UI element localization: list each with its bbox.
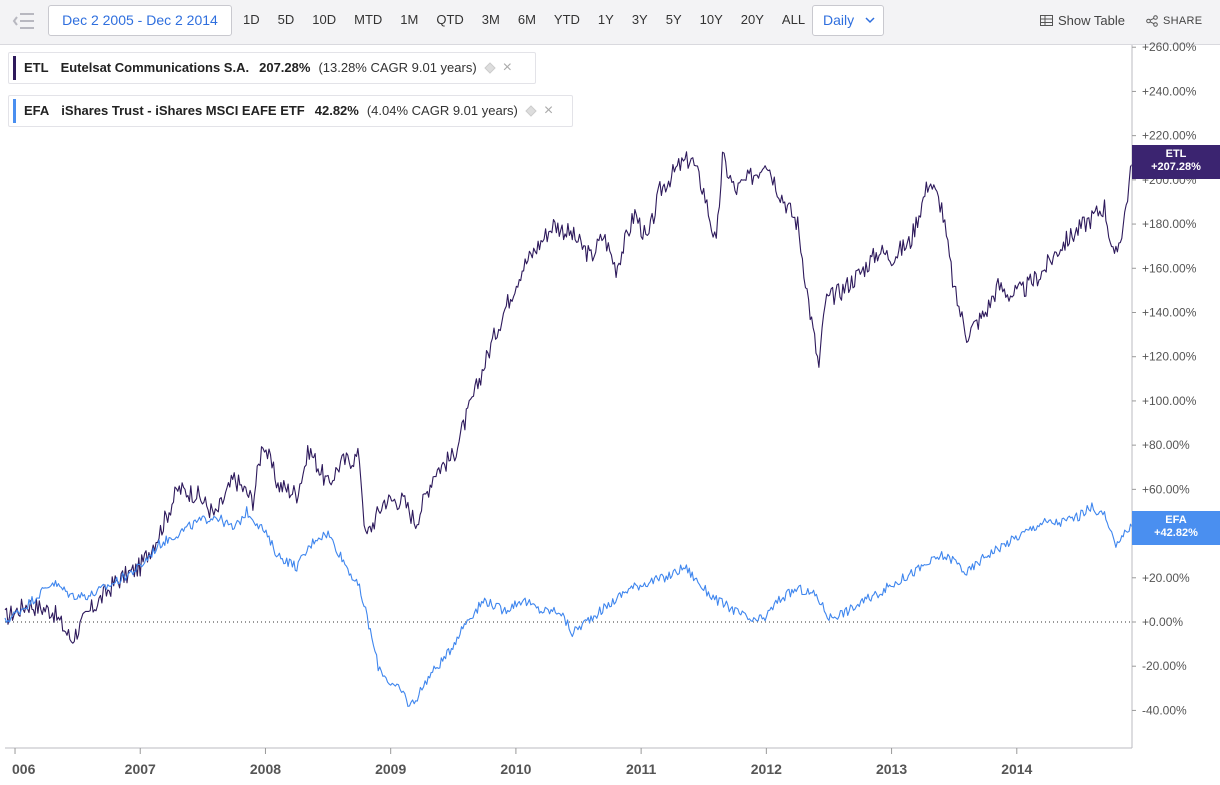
range-10y-button[interactable]: 10Y — [699, 12, 723, 27]
legend-efa-cagr: (4.04% CAGR 9.01 years) — [366, 103, 518, 118]
paint-bucket-icon[interactable] — [524, 105, 538, 117]
y-tick-label: +160.00% — [1142, 261, 1197, 275]
range-1d-button[interactable]: 1D — [243, 12, 260, 27]
range-10d-button[interactable]: 10D — [312, 12, 337, 27]
x-tick-label: 2008 — [250, 761, 281, 777]
legend-efa-close-icon[interactable]: × — [543, 102, 554, 119]
y-tick-label: -40.00% — [1142, 703, 1187, 717]
range-1y-button[interactable]: 1Y — [597, 12, 614, 27]
chevron-down-icon — [865, 17, 875, 24]
y-tick-label: +260.00% — [1142, 40, 1197, 54]
series-layer — [4, 151, 1133, 707]
y-tick-label: +0.00% — [1142, 615, 1183, 629]
legend-efa-color-bar — [13, 99, 16, 123]
x-tick-label: 2007 — [125, 761, 156, 777]
share-button[interactable]: SHARE — [1146, 12, 1202, 30]
legend-etl-total: 207.28% — [259, 60, 311, 75]
y-tick-label: +80.00% — [1142, 438, 1190, 452]
paint-bucket-icon[interactable] — [483, 62, 497, 74]
list-menu-icon[interactable] — [12, 9, 36, 33]
range-buttons: 1D 5D 10D MTD 1M QTD 3M 6M YTD 1Y 3Y 5Y … — [234, 5, 814, 35]
y-tick-label: +60.00% — [1142, 482, 1190, 496]
legend-etl-ticker: ETL — [24, 60, 49, 75]
range-1m-button[interactable]: 1M — [400, 12, 419, 27]
etl-flag-ticker: ETL — [1165, 148, 1187, 160]
axis-layer: +260.00%+240.00%+220.00%+200.00%+180.00%… — [5, 40, 1197, 777]
show-table-button[interactable]: Show Table — [1040, 10, 1125, 30]
x-tick-label: 2014 — [1001, 761, 1032, 777]
y-tick-label: +180.00% — [1142, 217, 1197, 231]
range-ytd-button[interactable]: YTD — [553, 12, 580, 27]
y-tick-label: +140.00% — [1142, 305, 1197, 319]
y-tick-label: +100.00% — [1142, 394, 1197, 408]
range-20y-button[interactable]: 20Y — [740, 12, 764, 27]
range-6m-button[interactable]: 6M — [517, 12, 536, 27]
toolbar: Dec 2 2005 - Dec 2 2014 1D 5D 10D MTD 1M… — [0, 0, 1220, 45]
series-line-etl — [4, 151, 1133, 644]
efa-flag-ticker: EFA — [1165, 514, 1187, 526]
efa-flag-value: +42.82% — [1154, 527, 1198, 539]
etl-flag-value: +207.28% — [1151, 161, 1201, 173]
legend-efa-total: 42.82% — [314, 103, 359, 118]
y-tick-label: +120.00% — [1142, 350, 1197, 364]
x-tick-label: 2013 — [876, 761, 907, 777]
legend-etl: ETL Eutelsat Communications S.A. 207.28%… — [8, 52, 536, 84]
legend-etl-close-icon[interactable]: × — [502, 59, 513, 76]
x-tick-label: 006 — [12, 761, 36, 777]
legend-etl-name: Eutelsat Communications S.A. — [60, 60, 250, 75]
range-3m-button[interactable]: 3M — [481, 12, 500, 27]
range-all-button[interactable]: ALL — [781, 12, 806, 27]
x-tick-label: 2011 — [626, 761, 657, 777]
range-qtd-button[interactable]: QTD — [436, 12, 464, 27]
frequency-select[interactable]: Daily — [812, 5, 884, 36]
legend-etl-cagr: (13.28% CAGR 9.01 years) — [318, 60, 477, 75]
x-tick-label: 2012 — [751, 761, 782, 777]
y-tick-label: +220.00% — [1142, 129, 1197, 143]
legend-efa-ticker: EFA — [24, 103, 50, 118]
range-5d-button[interactable]: 5D — [277, 12, 295, 27]
x-tick-label: 2009 — [375, 761, 406, 777]
y-tick-label: +20.00% — [1142, 571, 1190, 585]
etl-value-flag: ETL +207.28% — [1132, 145, 1220, 179]
efa-value-flag: EFA +42.82% — [1132, 511, 1220, 545]
series-line-efa — [4, 502, 1133, 707]
show-table-label: Show Table — [1058, 12, 1125, 28]
legend-efa: EFA iShares Trust - iShares MSCI EAFE ET… — [8, 95, 573, 127]
table-icon — [1040, 14, 1053, 26]
y-tick-label: +240.00% — [1142, 84, 1197, 98]
frequency-value: Daily — [823, 12, 855, 28]
legend-etl-color-bar — [13, 56, 16, 80]
share-label: SHARE — [1163, 15, 1203, 27]
range-mtd-button[interactable]: MTD — [354, 12, 383, 27]
range-3y-button[interactable]: 3Y — [631, 12, 648, 27]
range-5y-button[interactable]: 5Y — [665, 12, 682, 27]
legend-efa-name: iShares Trust - iShares MSCI EAFE ETF — [61, 103, 305, 118]
share-icon — [1146, 15, 1158, 27]
y-tick-label: -20.00% — [1142, 659, 1187, 673]
date-range-picker[interactable]: Dec 2 2005 - Dec 2 2014 — [48, 5, 232, 36]
x-tick-label: 2010 — [500, 761, 531, 777]
